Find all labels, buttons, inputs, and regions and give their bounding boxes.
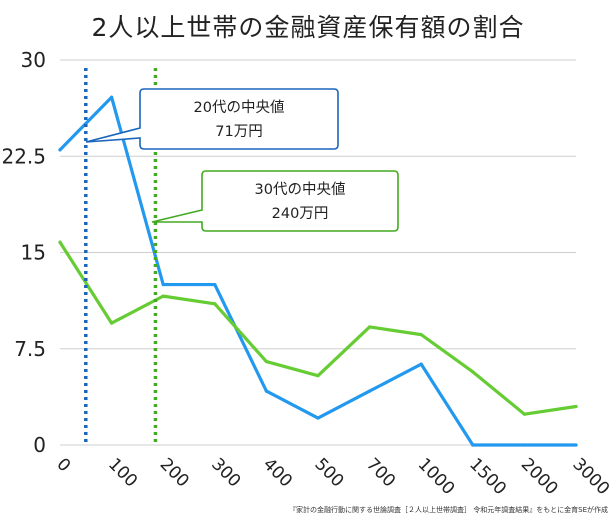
data-point [368, 325, 372, 329]
data-point [110, 321, 114, 325]
x-tick-label: 3000 [568, 454, 613, 499]
data-point [522, 443, 527, 447]
callout-line2: 71万円 [215, 124, 262, 140]
x-tick-label: 0 [52, 454, 74, 476]
data-point [574, 443, 578, 447]
data-point [161, 282, 165, 287]
callout-0: 20代の中央値 71万円 [85, 88, 339, 150]
data-point [58, 240, 62, 244]
callout-line1: 20代の中央値 [194, 99, 285, 116]
callout-1: 30代の中央値 240万円 [151, 170, 399, 232]
data-point [471, 370, 475, 374]
data-point [213, 302, 217, 306]
x-tick-label: 300 [207, 454, 244, 491]
data-point [213, 282, 217, 287]
data-point [574, 404, 578, 409]
data-point [161, 294, 165, 298]
data-point [316, 374, 320, 378]
data-point [58, 148, 62, 152]
y-tick-label: 22.5 [1, 144, 46, 168]
x-tick-label: 200 [156, 454, 193, 491]
data-point [419, 333, 423, 337]
data-point [522, 412, 527, 416]
data-point [471, 443, 475, 447]
data-point [419, 362, 423, 366]
y-tick-label: 15 [21, 241, 46, 265]
y-tick-label: 7.5 [14, 337, 46, 361]
x-tick-label: 2000 [517, 454, 562, 499]
x-tick-label: 1500 [465, 454, 510, 499]
callout-line2: 240万円 [272, 206, 329, 222]
series-line-1 [58, 240, 578, 416]
x-tick-label: 1000 [414, 454, 459, 499]
chart-title: 2人以上世帯の金融資産保有額の割合 [91, 13, 525, 42]
y-tick-label: 30 [21, 48, 46, 72]
data-point [264, 359, 268, 364]
data-point [368, 389, 372, 393]
data-point [110, 95, 114, 99]
x-tick-label: 700 [362, 454, 399, 491]
callout-line1: 30代の中央値 [255, 181, 346, 198]
x-tick-label: 100 [104, 454, 141, 491]
callout-box [151, 170, 399, 232]
source-note: 『家計の金融行動に関する世論調査［２人以上世帯調査］ 令和元年調査結果』をもとに… [289, 506, 608, 514]
data-point [264, 389, 268, 393]
x-tick-label: 500 [310, 454, 347, 491]
callout-box [85, 88, 339, 150]
y-tick-label: 0 [33, 433, 46, 457]
x-tick-label: 400 [259, 454, 296, 491]
data-point [316, 416, 320, 420]
